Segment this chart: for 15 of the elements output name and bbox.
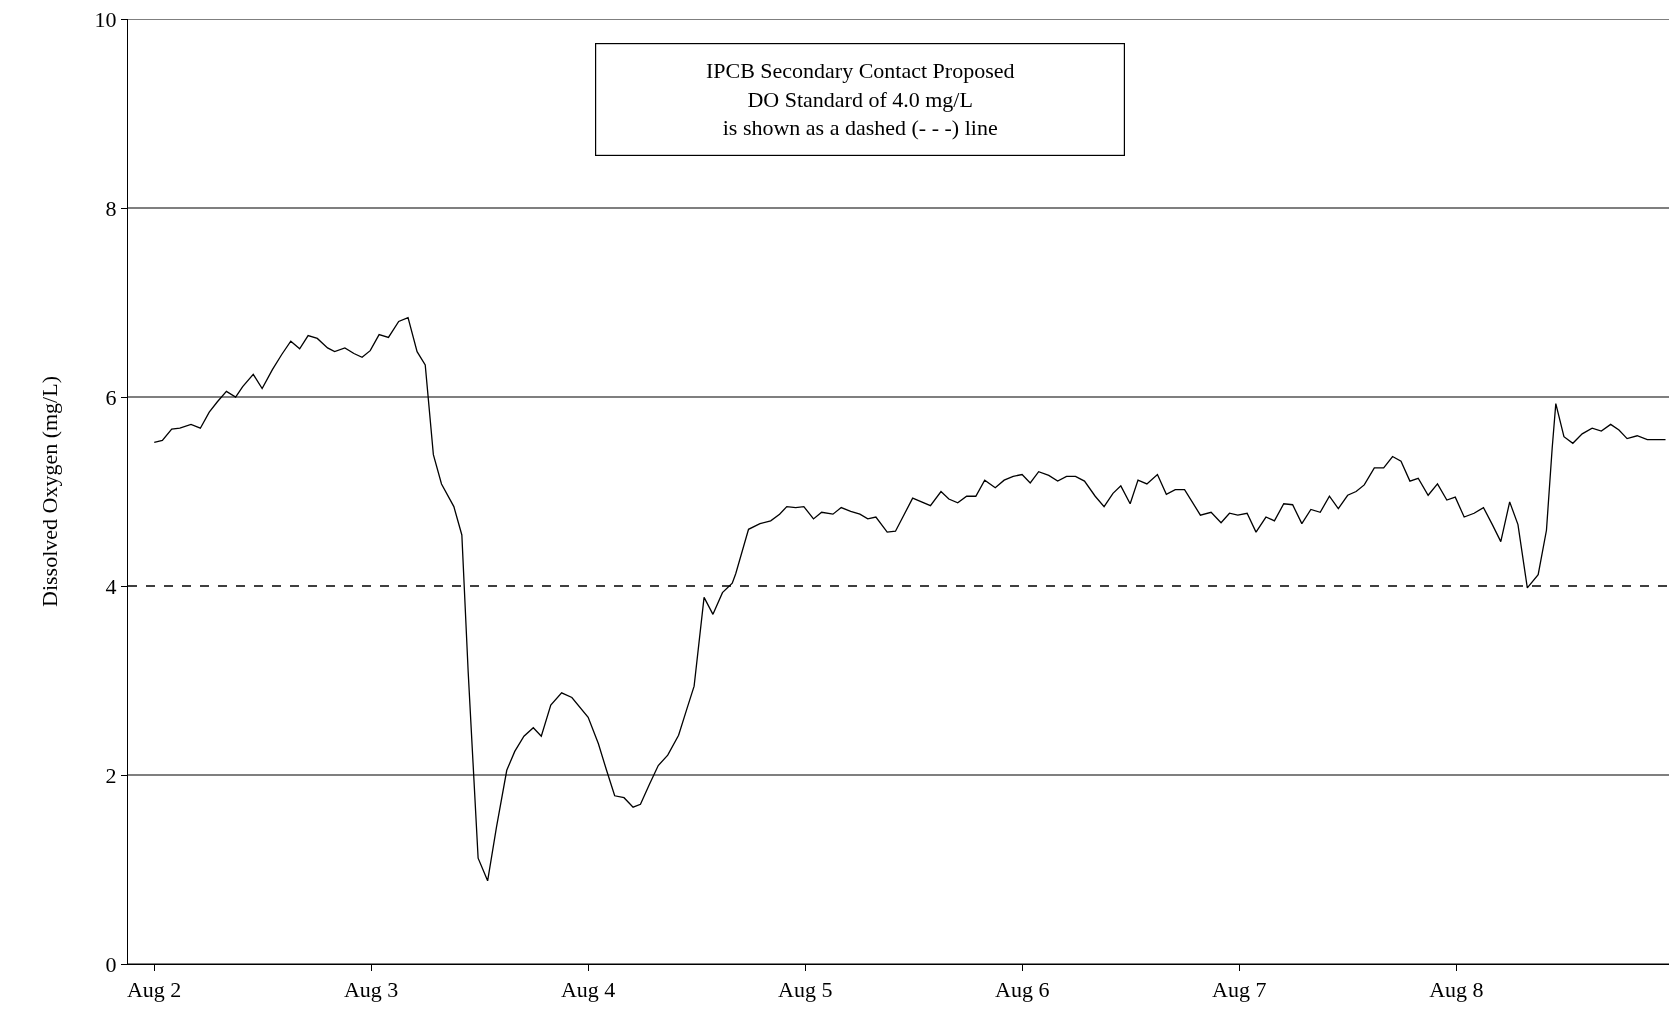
x-tick-label: Aug 6 (995, 977, 1050, 1003)
x-tick-label: Aug 8 (1429, 977, 1484, 1003)
y-tick-label: 4 (105, 573, 117, 599)
x-tick-label: Aug 5 (778, 977, 833, 1003)
y-tick-label: 2 (105, 762, 117, 788)
x-tick-label: Aug 3 (343, 977, 399, 1003)
x-tick-label: Aug 4 (560, 977, 616, 1003)
y-tick-label: 0 (105, 951, 117, 977)
y-tick-label: 10 (94, 6, 117, 32)
x-tick-label: Aug 7 (1212, 977, 1267, 1003)
annotation: IPCB Secondary Contact Proposed DO Standard of 4.0 mg/L is shown as a dashed (- - -) line (705, 58, 1015, 141)
y-tick-label: 8 (105, 195, 117, 221)
y-tick-label: 6 (105, 384, 117, 410)
x-tick-label: Aug 2 (126, 977, 182, 1003)
y-axis-title: Dissolved Oxygen (mg/L) (37, 376, 63, 607)
